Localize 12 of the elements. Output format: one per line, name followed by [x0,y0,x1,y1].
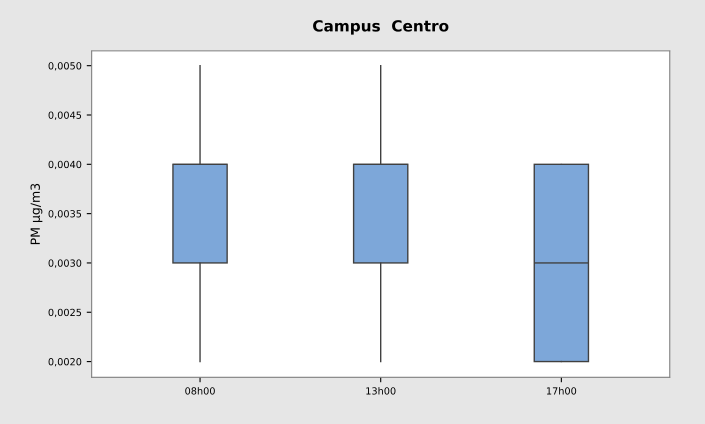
y-axis-title: PM µg/m3 [30,184,42,244]
y-tick-label: 0,0035 [48,210,82,218]
y-tick-label: 0,0030 [48,259,82,268]
y-tick-label: 0,0025 [48,308,82,318]
x-tick-label: 17h00 [546,387,576,395]
x-tick-label: 13h00 [366,387,396,395]
y-tick-label: 0,0020 [48,358,82,366]
chart-title: Campus Centro [313,20,448,35]
y-tick-label: 0,0045 [48,111,82,120]
x-tick-label: 08h00 [185,387,215,395]
y-tick-label: 0,0040 [48,160,82,170]
y-tick-label: 0,0050 [48,62,82,70]
